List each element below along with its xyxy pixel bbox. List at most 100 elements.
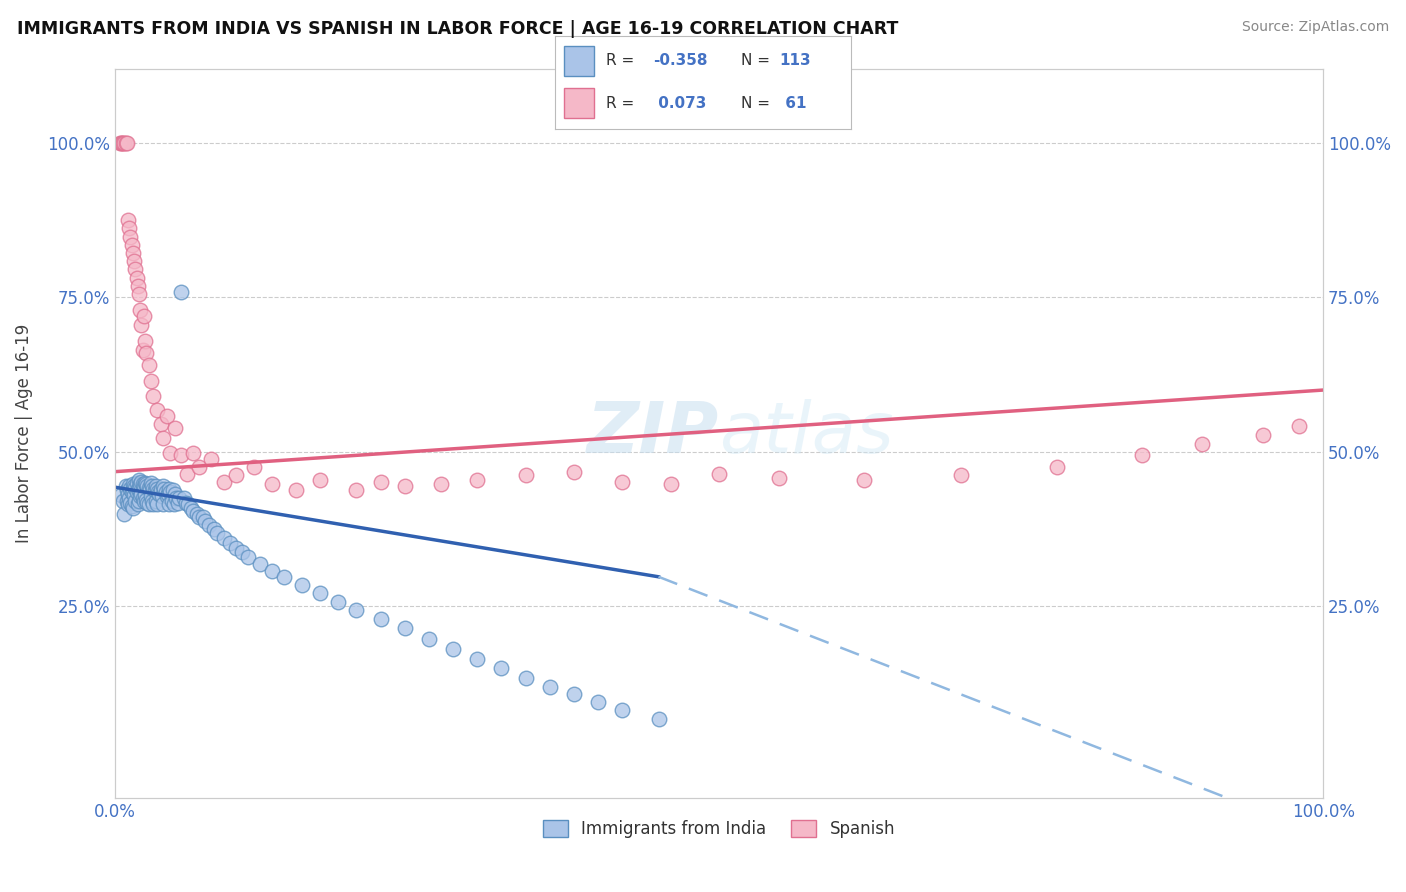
Point [159, 485, 181, 500]
Point [328, 594, 350, 608]
Point [152, 479, 174, 493]
Point [198, 517, 221, 532]
Point [150, 490, 173, 504]
Point [562, 465, 585, 479]
Point [231, 545, 253, 559]
Point [1046, 460, 1069, 475]
Point [155, 485, 177, 500]
Point [142, 389, 165, 403]
Point [1288, 418, 1310, 433]
Legend: Immigrants from India, Spanish: Immigrants from India, Spanish [536, 813, 901, 845]
Point [139, 490, 162, 504]
Point [212, 475, 235, 489]
Point [122, 245, 145, 260]
Point [128, 287, 150, 301]
Point [225, 468, 247, 483]
Point [162, 483, 184, 498]
Point [394, 621, 416, 635]
Point [194, 514, 217, 528]
Point [108, 136, 131, 150]
Point [111, 136, 134, 150]
Point [177, 498, 200, 512]
Point [181, 503, 204, 517]
Point [121, 237, 143, 252]
Text: R =: R = [606, 54, 638, 69]
Point [139, 374, 162, 388]
Point [124, 494, 146, 508]
Point [465, 652, 488, 666]
Point [394, 479, 416, 493]
Point [129, 490, 152, 504]
Point [122, 483, 145, 498]
Point [163, 498, 186, 512]
Point [370, 612, 392, 626]
Text: 61: 61 [780, 95, 806, 111]
Text: R =: R = [606, 95, 638, 111]
Point [138, 498, 160, 512]
Point [309, 586, 332, 600]
Point [586, 695, 609, 709]
Point [165, 491, 187, 506]
Point [612, 703, 634, 717]
FancyBboxPatch shape [564, 88, 593, 118]
Point [125, 270, 148, 285]
Point [128, 482, 150, 496]
Text: N =: N = [741, 95, 775, 111]
Point [156, 490, 179, 504]
Point [218, 536, 240, 550]
Point [125, 475, 148, 490]
Point [122, 488, 145, 502]
Point [118, 479, 141, 493]
Point [180, 500, 202, 515]
Point [165, 487, 187, 501]
Point [852, 473, 875, 487]
Point [146, 482, 169, 496]
Text: N =: N = [741, 54, 775, 69]
Point [128, 473, 150, 487]
Point [1251, 427, 1274, 442]
Point [121, 500, 143, 514]
Point [285, 483, 308, 498]
Point [125, 485, 148, 500]
Point [166, 495, 188, 509]
Point [128, 494, 150, 508]
Point [441, 641, 464, 656]
Point [135, 493, 157, 508]
Point [132, 479, 155, 493]
Point [157, 498, 180, 512]
Point [122, 500, 145, 515]
Point [142, 482, 165, 496]
Point [110, 136, 132, 150]
Point [117, 487, 139, 501]
Point [132, 309, 155, 323]
Point [152, 498, 174, 512]
Point [491, 661, 513, 675]
Point [174, 495, 197, 509]
Point [1191, 437, 1213, 451]
Point [120, 495, 142, 509]
Point [146, 402, 169, 417]
Point [153, 482, 176, 496]
Point [134, 334, 156, 348]
Point [260, 564, 283, 578]
Point [260, 477, 283, 491]
Point [118, 221, 141, 235]
Text: ZIP: ZIP [586, 399, 718, 467]
Point [165, 421, 187, 435]
Point [131, 487, 153, 501]
Point [170, 285, 193, 300]
Point [112, 494, 135, 508]
Point [112, 507, 135, 521]
Point [132, 494, 155, 508]
Point [647, 712, 669, 726]
Point [515, 671, 537, 685]
Point [120, 482, 142, 496]
Point [152, 431, 174, 445]
Point [249, 558, 271, 572]
Point [141, 479, 163, 493]
Text: -0.358: -0.358 [652, 54, 707, 69]
Point [612, 475, 634, 489]
Point [112, 136, 135, 150]
Text: Source: ZipAtlas.com: Source: ZipAtlas.com [1241, 20, 1389, 34]
Point [515, 468, 537, 483]
